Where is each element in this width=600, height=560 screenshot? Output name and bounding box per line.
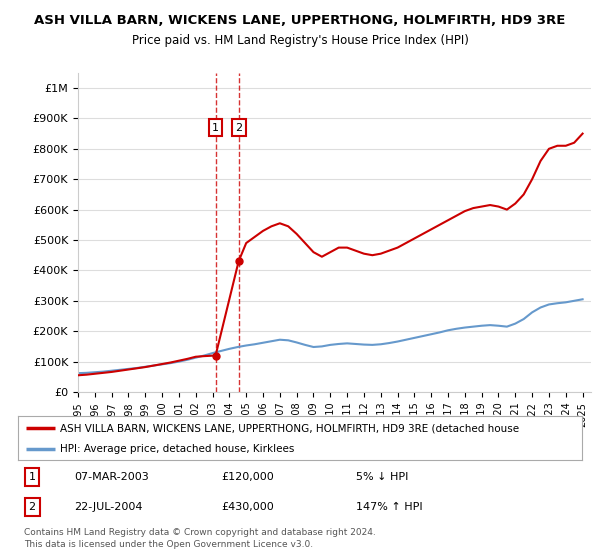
Text: 5% ↓ HPI: 5% ↓ HPI [356, 472, 409, 482]
Text: 1: 1 [29, 472, 35, 482]
Text: £430,000: £430,000 [221, 502, 274, 512]
Text: 07-MAR-2003: 07-MAR-2003 [74, 472, 149, 482]
Text: 2: 2 [235, 123, 242, 133]
Text: HPI: Average price, detached house, Kirklees: HPI: Average price, detached house, Kirk… [60, 444, 295, 454]
Text: This data is licensed under the Open Government Licence v3.0.: This data is licensed under the Open Gov… [24, 540, 313, 549]
Text: 1: 1 [212, 123, 219, 133]
Text: 22-JUL-2004: 22-JUL-2004 [74, 502, 143, 512]
Text: 2: 2 [29, 502, 35, 512]
Text: £120,000: £120,000 [221, 472, 274, 482]
Text: Contains HM Land Registry data © Crown copyright and database right 2024.: Contains HM Land Registry data © Crown c… [24, 528, 376, 537]
Text: Price paid vs. HM Land Registry's House Price Index (HPI): Price paid vs. HM Land Registry's House … [131, 34, 469, 46]
Text: 147% ↑ HPI: 147% ↑ HPI [356, 502, 423, 512]
Text: ASH VILLA BARN, WICKENS LANE, UPPERTHONG, HOLMFIRTH, HD9 3RE (detached house: ASH VILLA BARN, WICKENS LANE, UPPERTHONG… [60, 423, 520, 433]
Text: ASH VILLA BARN, WICKENS LANE, UPPERTHONG, HOLMFIRTH, HD9 3RE: ASH VILLA BARN, WICKENS LANE, UPPERTHONG… [34, 14, 566, 27]
